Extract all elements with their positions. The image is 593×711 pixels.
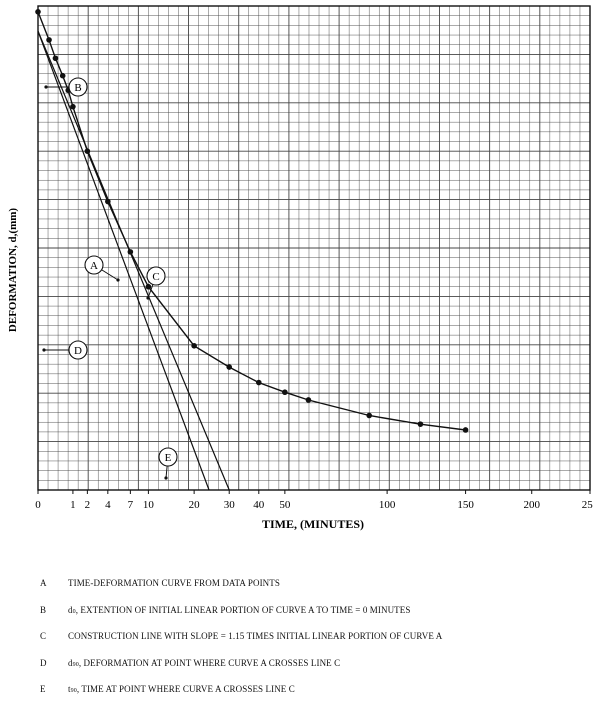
chart-annotations: A B C D E	[42, 77, 178, 480]
data-point	[366, 412, 373, 419]
annotation-arrowhead	[164, 476, 168, 480]
data-point	[46, 37, 52, 43]
legend-key: B	[40, 604, 47, 615]
data-point	[105, 198, 111, 205]
x-tick-label: 40	[253, 499, 265, 511]
legend-key: A	[40, 578, 47, 588]
x-tick-label: 1	[70, 499, 76, 511]
x-tick-label: 50	[279, 499, 291, 511]
x-tick-label: 100	[379, 499, 396, 511]
data-point	[282, 389, 288, 396]
legend-key: E	[40, 684, 46, 694]
legend-subscript: 90	[72, 661, 79, 668]
annotation-arrowhead	[116, 278, 120, 282]
data-point	[417, 421, 424, 427]
legend-text: , TIME AT POINT WHERE CURVE A CROSSES LI…	[76, 684, 295, 694]
legend-row-c: C CONSTRUCTION LINE WITH SLOPE = 1.15 TI…	[40, 631, 590, 658]
data-point	[52, 55, 59, 62]
legend-symbol: d	[68, 657, 73, 668]
legend-key: C	[40, 631, 47, 641]
annotation-circle	[158, 447, 178, 467]
legend-key: D	[40, 657, 47, 668]
annotation-label: B	[74, 82, 81, 94]
legend-subscript: 90	[70, 688, 77, 694]
data-point	[145, 283, 152, 290]
data-point	[462, 427, 469, 433]
annotation-circle	[84, 255, 104, 275]
annotation-circle	[146, 266, 166, 286]
legend-row-a: A TIME-DEFORMATION CURVE FROM DATA POINT…	[40, 578, 590, 605]
x-tick-label: 250	[582, 499, 593, 511]
x-axis-label: TIME, (MINUTES)	[262, 517, 364, 531]
plot-frame	[37, 5, 591, 491]
x-tick-label: 10	[143, 499, 155, 511]
data-point	[226, 364, 233, 370]
legend-subscript: 0	[72, 608, 76, 615]
line-c	[37, 30, 230, 491]
x-tick-label: 20	[189, 499, 201, 511]
x-tick-label: 2	[85, 499, 91, 511]
curve-a	[37, 11, 466, 431]
data-point	[59, 72, 66, 79]
legend-text: , DEFORMATION AT POINT WHERE CURVE A CRO…	[78, 657, 341, 668]
x-tick-label: 200	[523, 499, 540, 511]
data-point	[35, 9, 41, 15]
annotation-label: C	[152, 271, 159, 283]
data-point	[305, 397, 312, 403]
legend: A TIME-DEFORMATION CURVE FROM DATA POINT…	[40, 578, 590, 711]
consolidation-chart: 0 12 4 7 10 20 30 40 50 100 150 200 250 A B C D E TIME, …	[7, 5, 593, 531]
data-point	[255, 379, 262, 386]
data-point	[70, 103, 76, 110]
legend-symbol: t	[68, 684, 71, 694]
annotation-label: E	[165, 452, 172, 464]
legend-text: , EXTENTION OF INITIAL LINEAR PORTION OF…	[75, 604, 411, 615]
legend-row-d: D d 90, DEFORMATION AT POINT WHERE CURVE …	[40, 658, 590, 685]
legend-text: TIME-DEFORMATION CURVE FROM DATA POINTS	[68, 578, 280, 588]
y-axis-label: DEFORMATION, d,(mm)	[7, 208, 19, 332]
annotation-arrowhead	[42, 348, 46, 352]
x-tick-label: 0	[35, 499, 41, 511]
data-point	[127, 249, 134, 255]
x-tick-label: 4	[105, 499, 111, 511]
data-point	[84, 148, 91, 154]
x-tick-label: 150	[457, 499, 474, 511]
legend-symbol: d	[68, 604, 73, 615]
annotation-arrowhead	[146, 296, 150, 300]
annotation-circle	[68, 77, 88, 97]
x-tick-label: 30	[224, 499, 236, 511]
legend-row-e: E t 90, TIME AT POINT WHERE CURVE A CROSS…	[40, 684, 590, 711]
chart-points	[35, 9, 469, 433]
chart-lines	[37, 11, 466, 491]
data-point	[191, 342, 197, 349]
annotation-arrowhead	[44, 85, 48, 89]
x-tick-label: 7	[128, 499, 134, 511]
line-b	[37, 30, 210, 491]
annotation-circle	[68, 340, 88, 360]
annotation-label: A	[90, 260, 98, 272]
chart-grid	[38, 6, 590, 490]
annotation-label: D	[74, 345, 82, 357]
legend-text: CONSTRUCTION LINE WITH SLOPE = 1.15 TIME…	[68, 631, 443, 641]
x-tick-labels: 0 12 4 7 10 20 30 40 50 100 150 200 250	[35, 490, 593, 511]
